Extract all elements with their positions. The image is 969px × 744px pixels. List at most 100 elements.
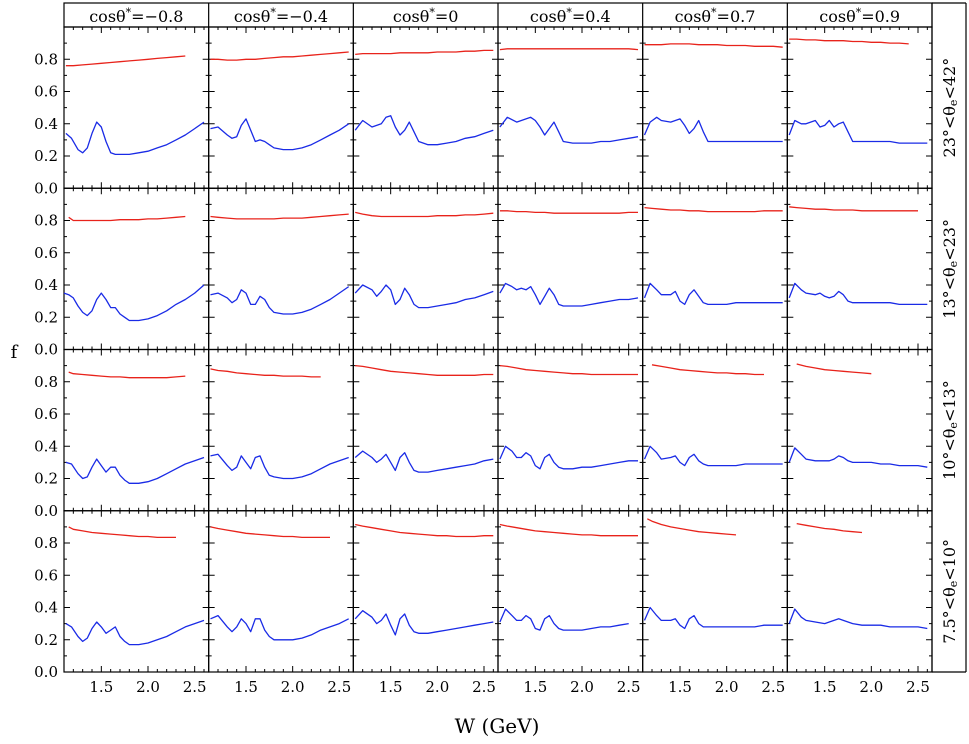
panel-frame bbox=[208, 510, 354, 673]
y-tick-label: 0.6 bbox=[34, 405, 58, 423]
red-series-line bbox=[210, 213, 349, 220]
red-series-line bbox=[355, 523, 494, 538]
panel bbox=[642, 348, 788, 512]
y-tick-label: 0.8 bbox=[34, 373, 58, 391]
x-tick-label: 1.5 bbox=[668, 678, 692, 696]
red-series-line bbox=[355, 49, 494, 56]
panel bbox=[642, 26, 788, 189]
red-series-line bbox=[644, 43, 783, 48]
panel-frame bbox=[497, 26, 644, 189]
x-tick-label: 1.5 bbox=[379, 678, 403, 696]
red-series-line bbox=[210, 51, 349, 61]
column-header: cosθ*=0.9 bbox=[819, 6, 900, 26]
blue-series-line bbox=[788, 119, 928, 144]
panel bbox=[497, 187, 644, 351]
y-tick-label: 0.2 bbox=[34, 308, 58, 326]
panel bbox=[642, 187, 788, 351]
row-label: 23°<θe<42° bbox=[940, 58, 961, 158]
row-label: 13°<θe<23° bbox=[940, 219, 961, 319]
blue-series-line bbox=[499, 282, 639, 307]
y-tick-label: 0.6 bbox=[34, 83, 58, 101]
y-tick-label: 0.6 bbox=[34, 244, 58, 262]
x-axis-label: W (GeV) bbox=[455, 714, 540, 738]
red-series-line bbox=[68, 526, 176, 539]
red-series-line bbox=[355, 211, 494, 218]
panel bbox=[352, 187, 499, 351]
x-tick-label: 2.5 bbox=[327, 678, 351, 696]
y-tick-label: 0.0 bbox=[34, 179, 58, 197]
panel bbox=[208, 348, 354, 512]
panel bbox=[63, 187, 210, 351]
blue-series-line bbox=[210, 286, 350, 315]
x-tick-label: 2.0 bbox=[425, 678, 449, 696]
panel-frame bbox=[352, 187, 499, 351]
x-tick-label: 1.5 bbox=[523, 678, 547, 696]
x-tick-label: 2.5 bbox=[617, 678, 641, 696]
row-label: 7.5°<θe<10° bbox=[940, 539, 961, 644]
x-tick-label: 2.0 bbox=[859, 678, 883, 696]
red-series-line bbox=[355, 364, 494, 376]
y-tick-label: 0.0 bbox=[34, 341, 58, 359]
red-series-line bbox=[796, 522, 863, 534]
blue-series-line bbox=[788, 608, 928, 630]
panel-frame bbox=[208, 26, 354, 189]
panel-frame bbox=[642, 187, 788, 351]
blue-series-line bbox=[499, 116, 639, 144]
y-tick-label: 0.0 bbox=[34, 663, 58, 681]
panel-frame bbox=[642, 348, 788, 512]
panel-frame bbox=[63, 26, 210, 189]
y-tick-label: 0.8 bbox=[34, 50, 58, 68]
red-series-line bbox=[68, 371, 186, 379]
red-series-line bbox=[789, 206, 918, 212]
blue-series-line bbox=[354, 284, 494, 309]
y-tick-label: 0.4 bbox=[34, 437, 58, 455]
y-tick-label: 0.8 bbox=[34, 212, 58, 230]
panel bbox=[497, 26, 644, 189]
x-tick-label: 2.5 bbox=[761, 678, 785, 696]
panel bbox=[786, 510, 933, 673]
y-tick-label: 0.2 bbox=[34, 470, 58, 488]
panel bbox=[63, 510, 210, 673]
blue-series-line bbox=[354, 450, 494, 473]
y-tick-label: 0.6 bbox=[34, 566, 58, 584]
red-series-line bbox=[499, 48, 639, 51]
panel bbox=[642, 510, 788, 673]
y-tick-label: 0.4 bbox=[34, 276, 58, 294]
panel bbox=[786, 348, 933, 512]
panel-frame bbox=[642, 26, 788, 189]
blue-series-line bbox=[354, 610, 494, 636]
red-series-line bbox=[68, 215, 186, 222]
blue-series-line bbox=[643, 282, 783, 306]
panel-frame bbox=[63, 510, 210, 673]
panel-frame bbox=[786, 510, 933, 673]
blue-series-line bbox=[788, 282, 928, 306]
y-tick-label: 0.8 bbox=[34, 534, 58, 552]
x-tick-label: 2.5 bbox=[183, 678, 207, 696]
y-tick-label: 0.2 bbox=[34, 147, 58, 165]
red-series-line bbox=[65, 55, 186, 67]
panel bbox=[786, 26, 933, 189]
x-tick-label: 2.5 bbox=[906, 678, 930, 696]
blue-series-line bbox=[643, 606, 783, 630]
red-series-line bbox=[210, 368, 321, 378]
blue-series-line bbox=[499, 608, 629, 631]
y-tick-label: 0.2 bbox=[34, 631, 58, 649]
column-header: cosθ*=−0.4 bbox=[234, 6, 328, 26]
red-series-line bbox=[499, 210, 638, 214]
red-series-line bbox=[499, 364, 638, 376]
blue-series-line bbox=[354, 115, 494, 146]
panel-frame bbox=[63, 187, 210, 351]
column-header: cosθ*=0.4 bbox=[530, 6, 611, 26]
blue-series-line bbox=[499, 445, 638, 470]
panel-frame bbox=[786, 26, 933, 189]
panel bbox=[63, 348, 210, 512]
panel-frame bbox=[208, 187, 354, 351]
blue-series-line bbox=[210, 118, 350, 151]
tick-labels: 0.0 0.2 0.4 0.6 0.8 0.0 0.2 0.4 0.6 0.8 0.0 0.2 0.4 0… bbox=[34, 50, 930, 696]
panel bbox=[786, 187, 933, 351]
y-tick-label: 0.4 bbox=[34, 599, 58, 617]
x-tick-label: 2.0 bbox=[136, 678, 160, 696]
panel-frame bbox=[497, 510, 644, 673]
blue-series-line bbox=[643, 445, 783, 467]
